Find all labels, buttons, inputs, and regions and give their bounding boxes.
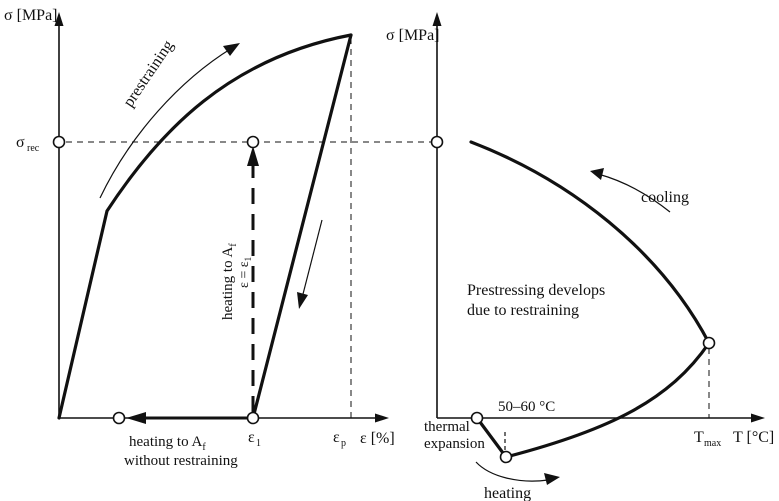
cooling-label: cooling [641,189,689,206]
eps1-label: ε 1 [248,429,261,449]
right-sigma-rec-point [430,135,444,149]
heating-label: heating [484,485,531,501]
left-x-axis-label: ε [%] [360,430,395,447]
epsp-label: ε p [333,429,346,449]
unloading-arrow [301,219,323,299]
svg-text:without restraining: without restraining [124,453,238,469]
tmax-point [702,336,716,350]
restrained-heating-arrowhead [247,146,259,166]
svg-text:ε: ε [333,429,340,446]
left-x-axis-arrowhead [375,413,389,423]
start-temp-point [470,411,484,425]
svg-text:max: max [704,438,721,449]
svg-text:rec: rec [27,143,40,154]
sigma-rec-label: σ rec [16,134,40,154]
free-recovery-arrowhead [126,412,146,424]
temp-range-label: 50–60 °C [498,399,555,415]
tmax-label: T max [694,429,721,449]
svg-text:heating to Af: heating to Af [129,434,206,453]
thermal-expansion-label-line2: expansion [424,436,485,452]
left-y-axis-arrowhead [54,12,64,26]
svg-text:heating to Af: heating to Af [220,243,239,320]
prestraining-curve [57,33,353,420]
svg-text:1: 1 [256,438,261,449]
left-y-axis-label: σ [MPa] [4,7,58,24]
prestress-label-line1: Prestressing develops [467,282,605,299]
right-y-axis-label: σ [MPa] [386,27,440,44]
heating-arrow [475,461,549,482]
min-stress-point [499,450,513,464]
eps-equals-eps1-label: ε = ε1 [237,257,253,288]
unloading-line [251,33,353,420]
prestraining-arrow [99,47,233,199]
eps1-point [246,411,260,425]
recovery-stress-point [246,135,260,149]
heating-af-label: heating to Af ε = ε1 [220,243,253,320]
heating-curve [504,341,711,459]
thermal-expansion-label-line1: thermal [424,419,470,435]
cooling-arrow [597,173,671,213]
right-x-axis-arrowhead [751,413,765,423]
prestraining-arrowhead [223,43,240,56]
right-x-axis-label: T [°C] [733,429,774,446]
svg-text:T: T [694,429,704,446]
thermal-expansion-segment [475,416,508,459]
right-y-axis-arrowhead [432,12,442,26]
free-recovery-point [112,411,126,425]
svg-text:σ: σ [16,134,25,151]
cooling-arrowhead [590,168,604,180]
prestress-label-line2: due to restraining [467,302,579,319]
svg-text:p: p [341,438,346,449]
unloading-arrowhead [297,292,308,309]
sigma-rec-point [52,135,66,149]
cooling-curve [469,140,711,345]
free-heating-label: heating to Af without restraining [124,434,238,469]
svg-text:ε: ε [248,429,255,446]
heating-arrowhead [544,473,560,485]
